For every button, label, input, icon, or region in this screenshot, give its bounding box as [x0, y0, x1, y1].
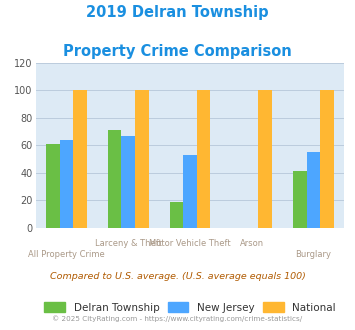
Bar — [135, 90, 148, 228]
Text: © 2025 CityRating.com - https://www.cityrating.com/crime-statistics/: © 2025 CityRating.com - https://www.city… — [53, 315, 302, 322]
Bar — [108, 130, 121, 228]
Bar — [258, 90, 272, 228]
Bar — [73, 90, 87, 228]
Text: All Property Crime: All Property Crime — [28, 250, 105, 259]
Bar — [320, 90, 334, 228]
Text: Larceny & Theft: Larceny & Theft — [95, 239, 162, 248]
Bar — [293, 171, 307, 228]
Bar — [307, 152, 320, 228]
Text: Compared to U.S. average. (U.S. average equals 100): Compared to U.S. average. (U.S. average … — [50, 272, 305, 281]
Text: Property Crime Comparison: Property Crime Comparison — [63, 44, 292, 58]
Bar — [46, 144, 60, 228]
Text: Burglary: Burglary — [295, 250, 332, 259]
Text: 2019 Delran Township: 2019 Delran Township — [86, 5, 269, 20]
Text: Arson: Arson — [240, 239, 264, 248]
Legend: Delran Township, New Jersey, National: Delran Township, New Jersey, National — [44, 302, 335, 313]
Bar — [170, 202, 183, 228]
Text: Motor Vehicle Theft: Motor Vehicle Theft — [149, 239, 231, 248]
Bar — [60, 140, 73, 228]
Bar — [197, 90, 210, 228]
Bar — [183, 155, 197, 228]
Bar — [121, 136, 135, 228]
